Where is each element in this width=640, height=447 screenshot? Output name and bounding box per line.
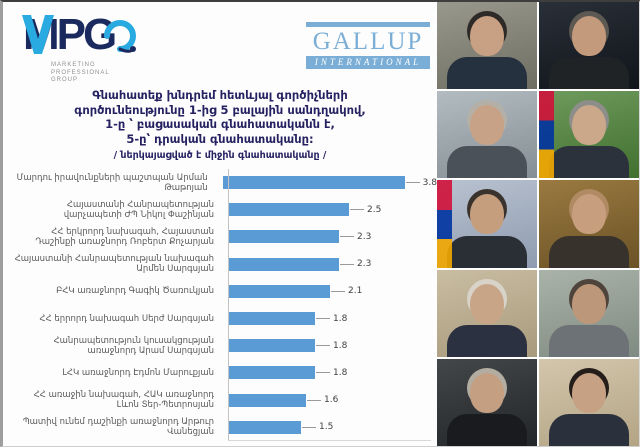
value-label: 2.1 (348, 286, 363, 297)
leader-line (316, 318, 330, 320)
photo-artur-vanetsyan (539, 358, 639, 446)
bar (229, 366, 315, 380)
survey-subtitle: / ներկայացված է միջին գնահատականը / (113, 150, 327, 161)
chart-panel: MPG MARKETING PROFESSIONAL GROUP GALLUP (3, 2, 437, 446)
value-label: 2.5 (367, 204, 382, 215)
mpg-subtext-line: GROUP (51, 77, 79, 83)
category-label: Մարդու իրավունքների պաշտպան Արման Թաթոյա… (16, 172, 208, 193)
gallup-logo-title: GALLUP (312, 28, 424, 55)
category-label: ԲՀԿ առաջնորդ Գագիկ Ծառուկյան (56, 286, 214, 297)
rating-bar-chart: Մարդու իրավունքների պաշտպան Արման Թաթոյա… (11, 169, 437, 441)
category-label: ՀՀ երկրորդ նախագահ, Հայաստան Դաշինքի առա… (35, 226, 214, 247)
x-axis-line (228, 440, 431, 441)
title-line: 1-ը ՝ բացասական գնահատականն է, (105, 117, 335, 131)
photo-aram-sargsyan (539, 269, 639, 357)
y-axis-line (228, 169, 229, 441)
value-label: 1.6 (324, 395, 339, 406)
photo-robert-kocharyan (437, 91, 537, 179)
photo-armen-sarkissian (539, 91, 639, 179)
title-line: գործունեությունը 1-ից 5 բալային սանդղակո… (74, 102, 366, 117)
value-label: 3.8 (422, 177, 437, 188)
chart-row: Հանրապետություն կուսակցության առաջնորդ Ա… (11, 332, 437, 359)
title-line: Գնահատեք խնդրեմ հետևյալ գործիչների (92, 88, 348, 102)
politician-photo-grid (437, 2, 639, 446)
bar (229, 203, 349, 217)
chart-row: ԼՀԿ առաջնորդ Էդմոն Մարուքյան 1.8 (11, 359, 437, 386)
value-label: 1.8 (333, 340, 348, 351)
leader-line (405, 182, 420, 184)
bar (222, 176, 405, 190)
bar (229, 393, 306, 407)
leader-line (340, 236, 354, 238)
armenian-flag (437, 180, 452, 268)
mpg-subtext-line: PROFESSIONAL (51, 69, 110, 76)
gallup-international-logo: GALLUP INTERNATIONAL (306, 22, 430, 69)
value-label: 1.8 (333, 313, 348, 324)
bar (229, 284, 330, 298)
leader-line (302, 426, 316, 428)
armenian-flag (539, 91, 554, 179)
leader-line (340, 263, 354, 265)
photo-edmon-marukyan (539, 180, 639, 268)
leader-line (331, 290, 345, 292)
category-label: Հանրապետություն կուսակցության առաջնորդ Ա… (53, 335, 214, 356)
photo-nikol-pashinyan (539, 2, 639, 90)
bar (229, 339, 315, 353)
chart-row: Հայաստանի Հանրապետության նախագահ Արմեն Ս… (11, 251, 437, 278)
gallup-top-bar (306, 22, 430, 27)
mpg-logo: MPG MARKETING PROFESSIONAL GROUP (22, 12, 143, 85)
leader-line (316, 345, 330, 347)
mpg-logo-mark: MPG (22, 12, 143, 60)
leader-line (316, 372, 330, 374)
photo-serzh-sargsyan (437, 269, 537, 357)
value-label: 1.5 (319, 422, 334, 433)
title-line: 5-ը՝ դրական գնահատականը: (126, 131, 314, 146)
chart-row: Պատիվ ունեմ դաշինքի առաջնորդ Արթուր Վանե… (11, 414, 437, 441)
bar (229, 312, 315, 326)
mpg-subtext-line: MARKETING (51, 62, 96, 68)
chart-row: Մարդու իրավունքների պաշտպան Արման Թաթոյա… (11, 169, 437, 196)
mpg-check-icon (22, 15, 54, 54)
value-label: 2.3 (357, 259, 372, 270)
chart-row: ԲՀԿ առաջնորդ Գագիկ Ծառուկյան 2.1 (11, 278, 437, 305)
gallup-logo-subtitle: INTERNATIONAL (306, 56, 430, 69)
photo-gagik-tsarukyan (437, 180, 537, 268)
chart-row: Հայաստանի Հանրապետության վարչապետի ԺՊ Նի… (11, 196, 437, 223)
value-label: 2.3 (357, 231, 372, 242)
chart-row: ՀՀ երրորդ նախագահ Սերժ Սարգսյան 1.8 (11, 305, 437, 332)
category-label: Պատիվ ունեմ դաշինքի առաջնորդ Արթուր Վանե… (22, 417, 214, 438)
category-label: ԼՀԿ առաջնորդ Էդմոն Մարուքյան (62, 367, 214, 378)
chart-row: ՀՀ երկրորդ նախագահ, Հայաստան Դաշինքի առա… (11, 223, 437, 250)
bar (229, 257, 339, 271)
chart-row: ՀՀ առաջին նախագահ, ՀԱԿ առաջնորդ Լևոն Տեր… (11, 387, 437, 414)
leader-line (350, 209, 364, 211)
survey-question-title: Գնահատեք խնդրեմ հետևյալ գործիչների գործո… (15, 88, 425, 146)
value-label: 1.8 (333, 367, 348, 378)
mpg-logo-subtext: MARKETING PROFESSIONAL GROUP (51, 62, 143, 85)
headset-icon (104, 20, 136, 53)
photo-levon-ter-petrosyan (437, 358, 537, 446)
category-label: Հայաստանի Հանրապետության վարչապետի ԺՊ Նի… (63, 199, 214, 220)
category-label: ՀՀ առաջին նախագահ, ՀԱԿ առաջնորդ Լևոն Տեր… (33, 390, 214, 411)
category-label: Հայաստանի Հանրապետության նախագահ Արմեն Ս… (14, 254, 214, 275)
category-label: ՀՀ երրորդ նախագահ Սերժ Սարգսյան (39, 313, 214, 324)
leader-line (307, 399, 321, 401)
bar (229, 230, 339, 244)
bar (229, 420, 301, 434)
photo-arman-tatoyan (437, 2, 537, 90)
